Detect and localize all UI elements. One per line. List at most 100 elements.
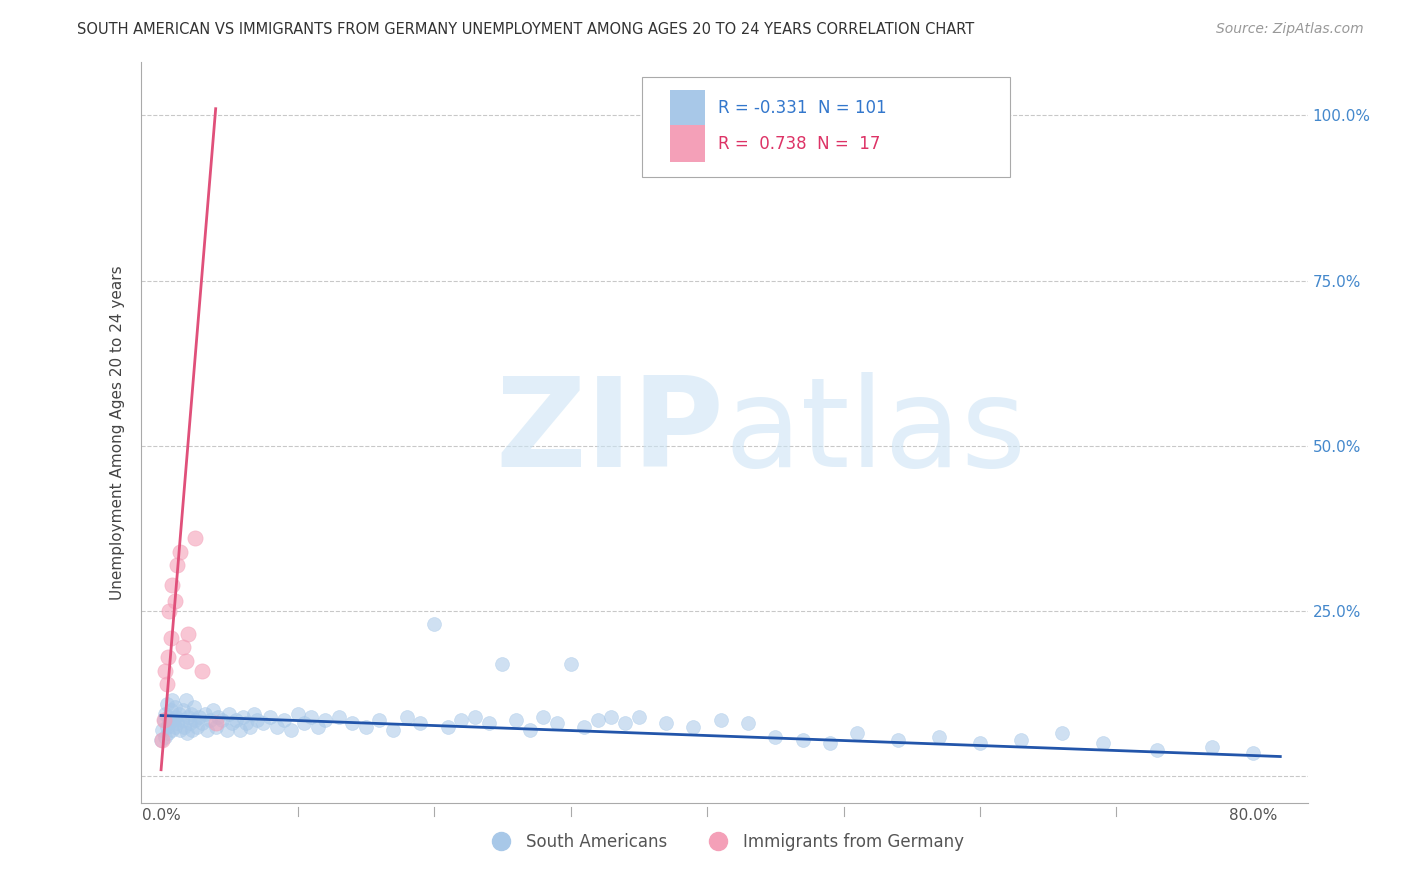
Point [354,720,377,734]
FancyBboxPatch shape [643,78,1010,178]
Point [156,650,179,665]
Point [152,733,174,747]
FancyBboxPatch shape [671,126,706,162]
Point [682,720,704,734]
Point [218,706,240,721]
Point [846,726,869,740]
Point [273,713,295,727]
Point [179,716,201,731]
Point [239,720,262,734]
Point [560,657,582,671]
Point [160,577,183,591]
Point [211,713,233,727]
Point [328,710,350,724]
Point [572,720,595,734]
Point [215,723,238,737]
Point [156,726,179,740]
Point [174,654,197,668]
Point [177,710,200,724]
Point [186,720,208,734]
Point [155,720,177,734]
Point [655,716,678,731]
Text: ZIP: ZIP [495,372,724,493]
Point [163,700,186,714]
Point [887,733,910,747]
Point [160,723,183,737]
Point [395,710,418,724]
Point [169,544,191,558]
Point [153,730,176,744]
Point [163,720,186,734]
Point [229,723,252,737]
Point [166,716,188,731]
Point [184,532,207,546]
Point [710,713,733,727]
Point [173,720,195,734]
Point [155,697,177,711]
Point [172,640,194,655]
Point [546,716,568,731]
Point [165,710,187,724]
Point [166,558,188,572]
Point [1146,743,1168,757]
Point [204,720,226,734]
Point [157,716,180,731]
Point [191,716,214,731]
Point [627,710,650,724]
Point [586,713,609,727]
Point [491,657,513,671]
Point [314,713,336,727]
Text: R = -0.331  N = 101: R = -0.331 N = 101 [718,99,887,118]
Point [163,594,186,608]
Point [191,664,214,678]
Point [409,716,432,731]
Point [201,703,224,717]
Point [170,713,193,727]
Point [1010,733,1032,747]
Point [204,716,226,731]
Point [152,723,174,737]
Point [159,703,181,717]
Point [181,723,204,737]
Point [818,736,841,750]
Point [174,693,197,707]
Point [287,706,309,721]
Point [232,710,254,724]
Point [1241,746,1264,760]
FancyBboxPatch shape [671,90,706,127]
Point [340,716,363,731]
Legend: South Americans, Immigrants from Germany: South Americans, Immigrants from Germany [478,826,970,857]
Point [382,723,405,737]
Point [235,716,257,731]
Point [153,713,176,727]
Point [969,736,991,750]
Point [1050,726,1073,740]
Point [176,726,198,740]
Point [167,706,190,721]
Point [184,713,207,727]
Point [928,730,950,744]
Point [299,710,322,724]
Point [737,716,759,731]
Point [243,706,266,721]
Point [180,706,202,721]
Point [197,723,219,737]
Point [183,700,205,714]
Point [600,710,623,724]
Point [159,631,181,645]
Point [450,713,472,727]
Point [177,627,200,641]
Point [153,664,176,678]
Point [194,706,217,721]
Point [162,713,184,727]
Point [153,706,176,721]
Point [792,733,814,747]
Y-axis label: Unemployment Among Ages 20 to 24 years: Unemployment Among Ages 20 to 24 years [110,265,125,600]
Point [150,733,173,747]
Point [280,723,302,737]
Point [160,693,183,707]
Point [252,716,274,731]
Text: SOUTH AMERICAN VS IMMIGRANTS FROM GERMANY UNEMPLOYMENT AMONG AGES 20 TO 24 YEARS: SOUTH AMERICAN VS IMMIGRANTS FROM GERMAN… [77,22,974,37]
Point [200,713,222,727]
Point [246,713,269,727]
